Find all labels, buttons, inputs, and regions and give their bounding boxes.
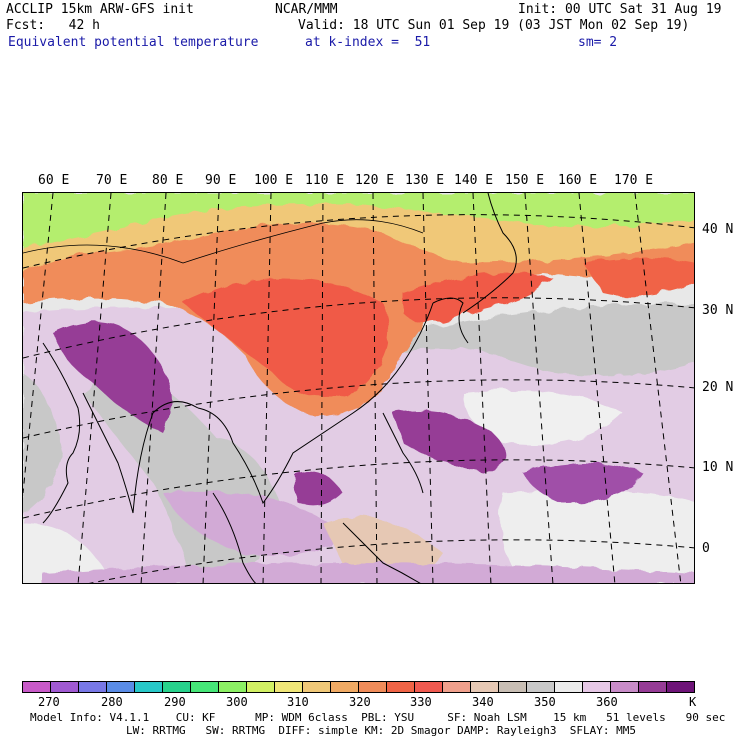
mid-theta-region	[43, 563, 694, 583]
parallel	[23, 297, 694, 359]
colorbar-swatch	[583, 682, 611, 692]
colorbar-swatch	[107, 682, 135, 692]
colorbar-swatch	[303, 682, 331, 692]
colorbar-swatch	[415, 682, 443, 692]
colorbar-swatch	[275, 682, 303, 692]
hot-region	[583, 258, 694, 297]
hot-region	[403, 273, 553, 323]
colorbar-swatch	[79, 682, 107, 692]
colorbar-label: 320	[349, 695, 371, 709]
coastline	[82, 392, 199, 514]
colorbar-swatch	[387, 682, 415, 692]
mid-theta-region	[163, 491, 343, 556]
parallel	[23, 214, 694, 269]
lon-label: 90 E	[205, 173, 237, 188]
organization: NCAR/MMM	[275, 2, 338, 17]
parallel	[23, 379, 694, 439]
lon-label: 60 E	[38, 173, 70, 188]
colorbar-swatch	[639, 682, 667, 692]
lat-label: 20 N	[702, 380, 734, 395]
lon-label: 150 E	[505, 173, 545, 188]
colorbar-swatch	[247, 682, 275, 692]
model-info-line2: LW: RRTMG SW: RRTMG DIFF: simple KM: 2D …	[126, 724, 636, 737]
colorbar-label: 280	[101, 695, 123, 709]
coastline	[342, 522, 421, 583]
colorbar-swatch	[331, 682, 359, 692]
border	[23, 219, 424, 264]
hot-region	[183, 278, 389, 398]
lon-label: 110 E	[305, 173, 345, 188]
grey-ocean-band	[403, 303, 694, 376]
colorbar	[22, 681, 695, 693]
colorbar-swatch	[191, 682, 219, 692]
coastline	[382, 412, 424, 494]
colorbar-swatch	[359, 682, 387, 692]
colorbar-swatch	[611, 682, 639, 692]
colorbar-label: 360	[596, 695, 618, 709]
theta-e-map	[22, 192, 695, 584]
lon-label: 130 E	[405, 173, 445, 188]
colorbar-swatch	[527, 682, 555, 692]
colorbar-label: 290	[164, 695, 186, 709]
lat-label: 0	[702, 541, 710, 556]
model-title: ACCLIP 15km ARW-GFS init	[6, 2, 194, 17]
lon-label: 120 E	[355, 173, 395, 188]
coastlines	[23, 193, 517, 583]
colorbar-swatch	[499, 682, 527, 692]
map-canvas	[23, 193, 694, 583]
colorbar-unit: K	[689, 695, 697, 709]
coastline	[212, 492, 257, 583]
lon-label: 140 E	[454, 173, 494, 188]
lon-label: 170 E	[614, 173, 654, 188]
lat-label: 10 N	[702, 460, 734, 475]
graticule	[23, 193, 694, 583]
colorbar-swatch	[555, 682, 583, 692]
lat-label: 40 N	[702, 222, 734, 237]
colorbar-swatch	[23, 682, 51, 692]
coastline	[197, 302, 434, 505]
colorbar-label: 330	[410, 695, 432, 709]
lon-label: 80 E	[152, 173, 184, 188]
lon-label: 160 E	[558, 173, 598, 188]
colorbar-label: 270	[38, 695, 60, 709]
forecast-hour: Fcst: 42 h	[6, 18, 100, 33]
colorbar-swatch	[51, 682, 79, 692]
theta-e-field	[23, 193, 694, 583]
grey-land-region	[23, 373, 63, 513]
lon-label: 70 E	[96, 173, 128, 188]
colorbar-swatch	[667, 682, 694, 692]
colorbar-label: 310	[287, 695, 309, 709]
colorbar-label: 350	[534, 695, 556, 709]
colorbar-label: 300	[226, 695, 248, 709]
colorbar-swatch	[163, 682, 191, 692]
light-region	[23, 523, 112, 583]
light-region	[463, 390, 623, 445]
lon-label: 100 E	[254, 173, 294, 188]
high-theta-region	[293, 470, 343, 507]
parallel	[23, 459, 694, 519]
high-theta-region	[393, 410, 506, 473]
high-theta-region	[523, 463, 643, 503]
colorbar-label: 340	[472, 695, 494, 709]
coastline	[42, 342, 81, 524]
high-theta-region	[53, 321, 171, 433]
colorbar-swatch	[135, 682, 163, 692]
coastline	[432, 297, 469, 344]
init-time: Init: 00 UTC Sat 31 Aug 19	[518, 2, 722, 17]
colorbar-swatch	[443, 682, 471, 692]
colorbar-swatch	[219, 682, 247, 692]
coastline	[462, 193, 517, 314]
level-index: at k-index = 51	[305, 35, 431, 50]
lat-label: 30 N	[702, 303, 734, 318]
colorbar-swatch	[471, 682, 499, 692]
field-name: Equivalent potential temperature	[8, 35, 259, 50]
smoothing: sm= 2	[578, 35, 618, 50]
valid-time: Valid: 18 UTC Sun 01 Sep 19 (03 JST Mon …	[298, 18, 690, 33]
parallel	[89, 539, 694, 583]
light-region	[500, 489, 694, 583]
model-info-line1: Model Info: V4.1.1 CU: KF MP: WDM 6class…	[30, 711, 726, 724]
